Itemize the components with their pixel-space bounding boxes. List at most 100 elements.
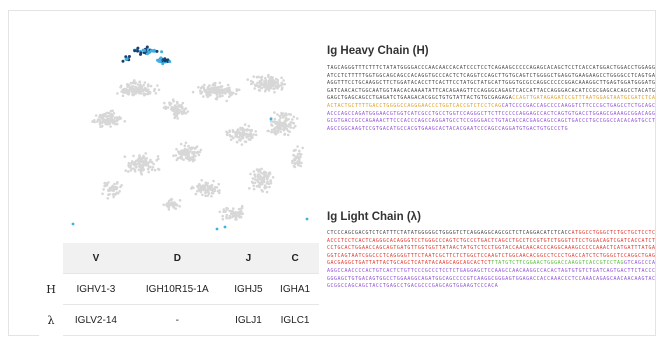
cell-point (178, 104, 181, 107)
cell-point (148, 160, 151, 164)
cell-point (280, 88, 284, 91)
cell-point (187, 144, 190, 148)
cell-point (181, 107, 184, 110)
cell-point (248, 187, 251, 190)
cell-point (270, 83, 274, 86)
cell-point (199, 185, 203, 189)
cell-point (281, 83, 285, 86)
highlighted-cell-point (133, 49, 137, 53)
cell-point (224, 210, 227, 213)
cell-point (234, 92, 238, 96)
cell-point (243, 123, 247, 126)
highlighted-cell-point (71, 222, 75, 226)
cell-point (123, 89, 127, 93)
cell-point (260, 86, 264, 90)
cell-point (279, 116, 282, 120)
cell-point (254, 133, 258, 137)
cell-point (212, 179, 215, 183)
cell-point (289, 121, 293, 124)
cell-point (237, 214, 241, 217)
cell-point (133, 168, 137, 171)
cell-point (285, 127, 289, 131)
highlighted-cell-point (305, 217, 309, 221)
cell-point (142, 83, 145, 87)
cell-point (198, 89, 202, 92)
cell-point (171, 109, 175, 112)
cell-point (142, 154, 145, 158)
cell-point (137, 88, 140, 92)
cell-point (149, 84, 153, 88)
cell-point (135, 91, 138, 94)
cell-point (199, 91, 202, 95)
cell-point (273, 120, 277, 124)
cell-point (270, 130, 273, 134)
cell-point (180, 149, 183, 152)
cell-point (286, 129, 290, 133)
cell-point (136, 83, 140, 86)
cell-point (289, 113, 292, 116)
cell-point (227, 95, 231, 99)
cell-point (132, 93, 135, 97)
cell-point (204, 194, 207, 197)
cell-point (188, 150, 192, 153)
cell-point (281, 116, 285, 119)
cell-point (180, 112, 184, 116)
cell-point (113, 116, 117, 119)
cell-point (232, 214, 235, 217)
cell-point (294, 148, 297, 152)
sequence-segment-c: CATCCCCGACCAGCCCCAAGGTCTTCCCGCTGAGCCTCTG… (327, 102, 656, 132)
cell-point (180, 110, 183, 113)
cell-point (269, 86, 273, 90)
cell-point (256, 175, 260, 179)
highlighted-cell-point (139, 51, 143, 55)
cell-point (212, 82, 215, 86)
cell-point (127, 83, 131, 87)
cell-point (255, 75, 259, 79)
cell-point (102, 188, 105, 191)
cell-point (167, 208, 171, 211)
cell-point (274, 126, 278, 129)
cell-point (214, 185, 217, 189)
cell-point (120, 184, 123, 187)
cell-point (142, 168, 146, 171)
cell-point (260, 167, 263, 171)
cell-point (170, 105, 173, 109)
highlighted-cell-point (163, 57, 167, 61)
cell-point (184, 141, 188, 145)
cell-point (184, 112, 188, 115)
cell-point (247, 124, 251, 128)
cell-point (178, 199, 182, 202)
cell-point (284, 124, 287, 128)
cell-point (137, 164, 141, 168)
cell-point (112, 112, 116, 115)
cell-point (137, 162, 140, 165)
cell-point (284, 116, 288, 120)
cell-point (239, 207, 242, 211)
cell-point (176, 102, 179, 105)
cell-point (132, 162, 135, 165)
cell-point (257, 185, 260, 188)
cell-point (299, 155, 302, 159)
cell-point (190, 146, 193, 149)
highlighted-cell-point (147, 51, 151, 54)
cell-point (143, 93, 146, 97)
light-j-gene: IGLJ1 (225, 304, 272, 336)
cell-point (258, 183, 261, 186)
cell-point (172, 201, 175, 205)
cell-point (136, 159, 140, 162)
cell-point (194, 154, 197, 158)
cell-point (231, 129, 235, 132)
cell-point (111, 193, 115, 196)
cell-point (226, 83, 230, 87)
cell-point (218, 90, 222, 93)
cell-point (128, 165, 131, 169)
cell-point (111, 121, 115, 125)
cell-point (273, 128, 276, 131)
cell-point (100, 116, 103, 119)
column-header-j: J (225, 243, 272, 274)
cell-point (140, 172, 143, 176)
cell-point (200, 85, 204, 88)
cell-point (126, 90, 129, 93)
cell-point (116, 92, 119, 95)
figure-panel: V D J C H IGHV1-3 IGH10R15-1A IGHJ5 IGHA… (8, 10, 656, 336)
